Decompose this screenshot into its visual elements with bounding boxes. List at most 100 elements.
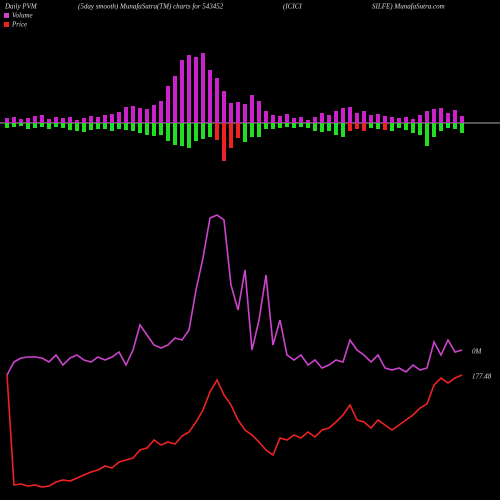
volume-bar (103, 123, 107, 129)
volume-bar (306, 120, 310, 123)
volume-bar (229, 123, 233, 148)
volume-bar (397, 118, 401, 123)
volume-bar (68, 123, 72, 130)
volume-bar (215, 123, 219, 140)
volume-bar (264, 111, 268, 123)
volume-bar (278, 116, 282, 123)
header-left: Daily PVM (4, 3, 38, 11)
volume-bar (243, 104, 247, 123)
volume-bar (362, 123, 366, 131)
volume-bar (89, 123, 93, 130)
volume-bar (61, 118, 65, 123)
volume-bar (460, 123, 464, 133)
volume-bar (236, 123, 240, 138)
volume-bar (362, 111, 366, 123)
volume-bar (383, 116, 387, 123)
volume-bar (215, 78, 219, 123)
volume-bar (432, 123, 436, 137)
volume-bar (348, 123, 352, 131)
volume-bar (320, 113, 324, 123)
volume-bar (334, 123, 338, 135)
volume-bar (110, 114, 114, 123)
volume-bar (124, 107, 128, 123)
volume-bar (390, 123, 394, 131)
header-right: (ICICI (283, 3, 302, 11)
volume-bar (243, 123, 247, 142)
volume-bar (425, 111, 429, 123)
volume-bar (173, 76, 177, 123)
legend-swatch (4, 13, 9, 18)
volume-bar (327, 123, 331, 131)
volume-bar (131, 106, 135, 123)
volume-bar (446, 113, 450, 123)
volume-bar (173, 123, 177, 145)
legend-swatch (4, 22, 9, 27)
volume-bar (376, 114, 380, 123)
volume-bar (33, 123, 37, 128)
volume-bar (5, 123, 9, 128)
volume-bar (187, 123, 191, 148)
volume-bar (152, 105, 156, 123)
volume-bar (166, 86, 170, 123)
volume-bar (166, 123, 170, 141)
volume-bar (285, 123, 289, 127)
volume-bar (96, 123, 100, 129)
volume-bar (390, 117, 394, 123)
volume-bar (292, 118, 296, 123)
volume-bar (201, 53, 205, 123)
volume-bar (152, 123, 156, 136)
volume-bar (299, 117, 303, 123)
series-line (6, 214, 463, 376)
volume-bar (47, 123, 51, 129)
volume-bar (61, 123, 65, 128)
volume-bar (145, 123, 149, 135)
volume-bar (19, 119, 23, 123)
volume-bar (418, 123, 422, 135)
volume-bar (355, 113, 359, 123)
volume-bar (439, 108, 443, 123)
volume-bar (33, 116, 37, 123)
volume-bar (26, 118, 30, 123)
volume-bar (432, 109, 436, 123)
volume-bar (257, 101, 261, 123)
volume-bar (40, 123, 44, 127)
volume-bar (19, 123, 23, 126)
volume-bar (425, 123, 429, 146)
volume-bar (229, 103, 233, 123)
volume-bar (453, 110, 457, 123)
volume-bar (271, 115, 275, 123)
volume-bar (96, 117, 100, 123)
volume-bar (369, 115, 373, 123)
volume-bar (103, 115, 107, 123)
volume-bar (411, 119, 415, 123)
volume-bar (348, 107, 352, 123)
volume-bar (187, 55, 191, 123)
volume-bar (369, 123, 373, 128)
volume-bar (446, 123, 450, 128)
volume-bar (89, 116, 93, 123)
volume-bar (257, 123, 261, 137)
volume-bar (341, 123, 345, 137)
volume-bar (313, 117, 317, 123)
volume-bar (54, 123, 58, 127)
volume-bar (110, 123, 114, 131)
series-line (6, 374, 463, 488)
volume-bar (355, 123, 359, 129)
volume-bar (117, 112, 121, 123)
volume-bar (201, 123, 205, 139)
volume-bar (180, 123, 184, 146)
volume-bar (404, 123, 408, 130)
volume-bar (285, 114, 289, 123)
volume-bar (411, 123, 415, 133)
volume-bar (299, 123, 303, 127)
end-label: 177.48 (472, 373, 492, 381)
volume-bar (26, 123, 30, 129)
volume-bar (138, 108, 142, 123)
volume-bar (250, 123, 254, 137)
volume-bar (68, 117, 72, 123)
volume-bar (12, 117, 16, 123)
volume-bar (327, 115, 331, 123)
volume-bar (82, 118, 86, 123)
header-center: (5day smooth) MunafaSutra(TM) charts for… (78, 3, 224, 11)
